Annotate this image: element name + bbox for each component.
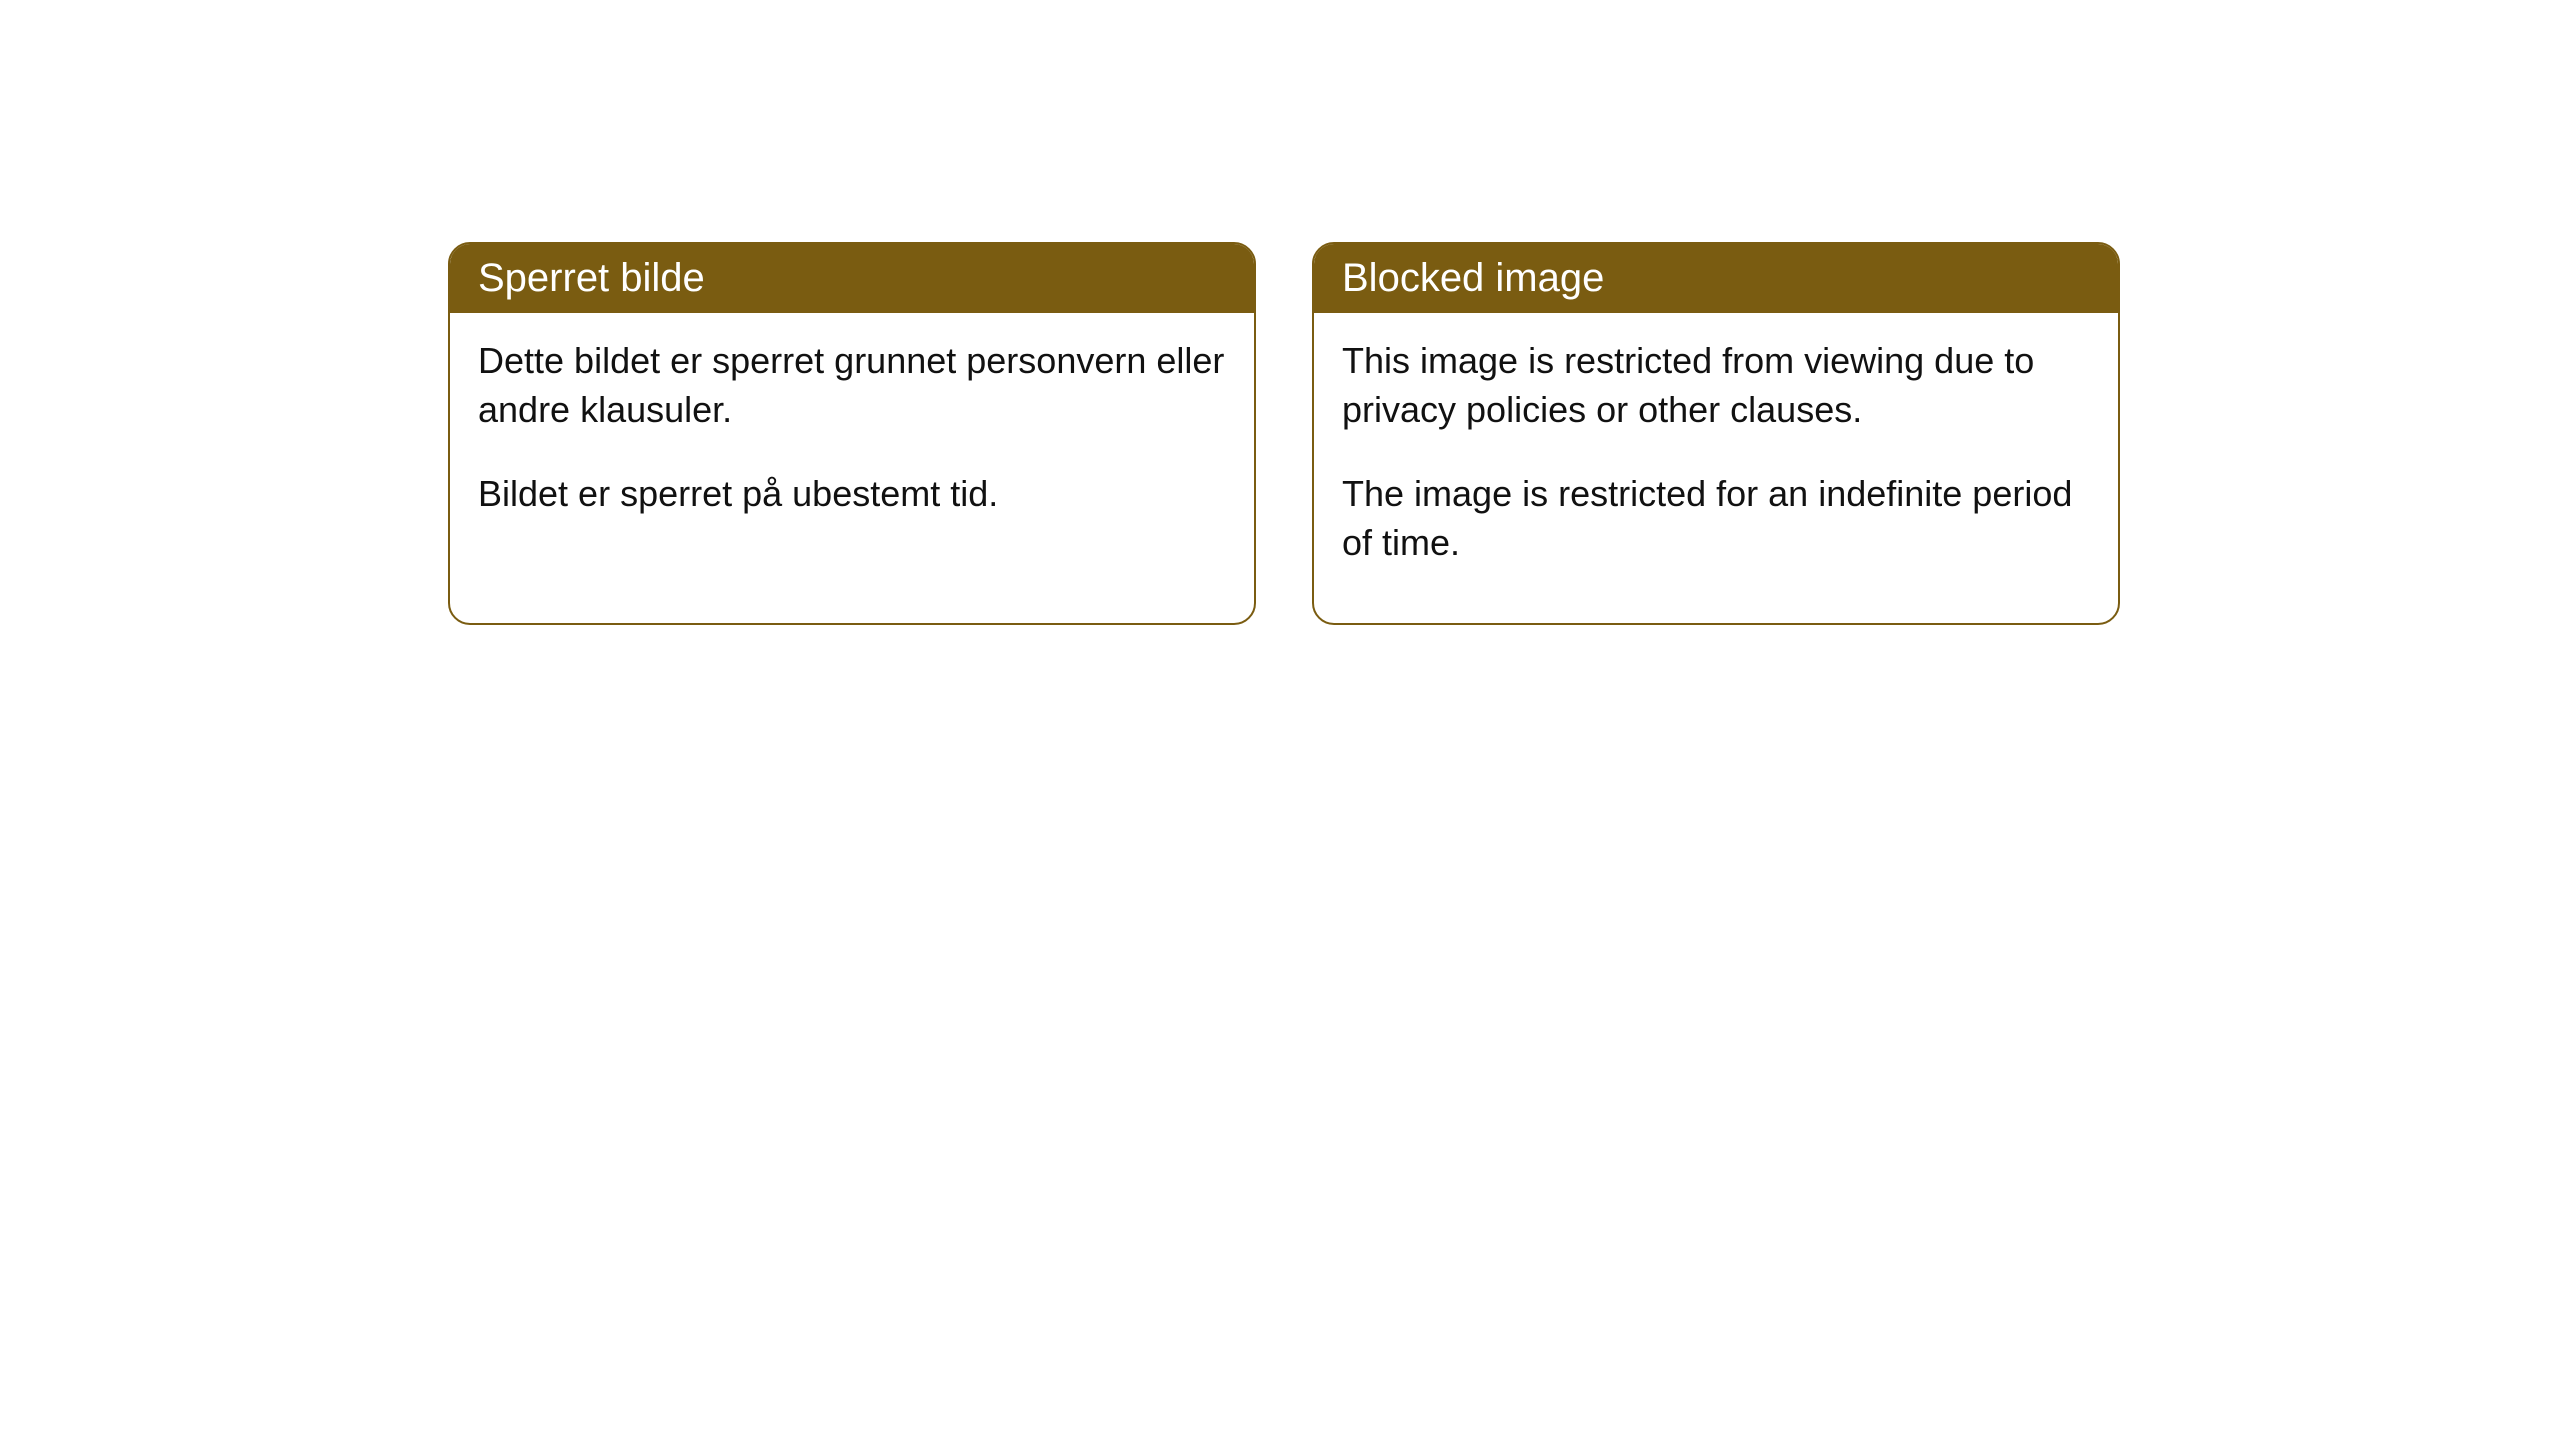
card-text-en-2: The image is restricted for an indefinit…: [1342, 470, 2090, 567]
blocked-image-card-no: Sperret bilde Dette bildet er sperret gr…: [448, 242, 1256, 625]
card-title-en: Blocked image: [1314, 244, 2118, 313]
card-title-no: Sperret bilde: [450, 244, 1254, 313]
card-body-en: This image is restricted from viewing du…: [1314, 313, 2118, 623]
notice-container: Sperret bilde Dette bildet er sperret gr…: [0, 0, 2560, 625]
card-text-en-1: This image is restricted from viewing du…: [1342, 337, 2090, 434]
card-text-no-2: Bildet er sperret på ubestemt tid.: [478, 470, 1226, 519]
card-body-no: Dette bildet er sperret grunnet personve…: [450, 313, 1254, 575]
card-text-no-1: Dette bildet er sperret grunnet personve…: [478, 337, 1226, 434]
blocked-image-card-en: Blocked image This image is restricted f…: [1312, 242, 2120, 625]
